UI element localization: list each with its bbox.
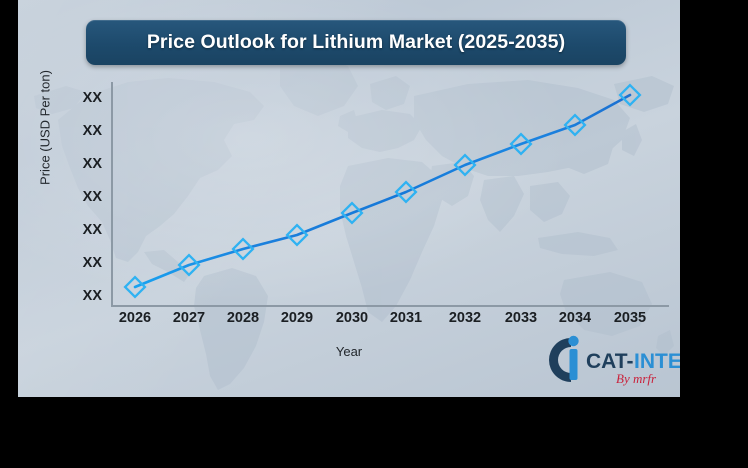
- logo-wordmark-intel: INTEL: [634, 350, 680, 373]
- chart-panel: Price Outlook for Lithium Market (2025-2…: [18, 0, 680, 397]
- logo-i-dot-icon: [568, 335, 579, 347]
- x-tick-label: 2030: [335, 310, 369, 326]
- y-tick-label: XX: [82, 189, 102, 205]
- x-tick-label: 2032: [448, 310, 482, 326]
- x-tick-label: 2028: [226, 310, 260, 326]
- y-tick-label: XX: [82, 156, 102, 172]
- cat-intel-logo: CAT- INTEL By mrfr: [538, 332, 680, 388]
- x-tick-label: 2026: [118, 310, 152, 326]
- x-tick-label: 2027: [172, 310, 206, 326]
- x-tick-label: 2031: [389, 310, 423, 326]
- logo-i-stem-icon: [569, 349, 578, 380]
- y-tick-label: XX: [82, 255, 102, 271]
- x-tick-label: 2035: [613, 310, 647, 326]
- x-tick-label: 2033: [504, 310, 538, 326]
- page-title: Price Outlook for Lithium Market (2025-2…: [146, 31, 566, 53]
- x-axis-title: Year: [335, 344, 363, 359]
- logo-wordmark-cat: CAT-: [586, 350, 633, 373]
- y-axis-line: [111, 82, 113, 306]
- chart-title-bar: Price Outlook for Lithium Market (2025-2…: [86, 20, 626, 65]
- x-tick-label: 2034: [558, 310, 592, 326]
- y-tick-label: XX: [82, 222, 102, 238]
- y-tick-label: XX: [82, 123, 102, 139]
- y-axis-ticks: XX XX XX XX XX XX XX: [48, 0, 102, 397]
- y-tick-label: XX: [82, 288, 102, 304]
- y-tick-label: XX: [82, 90, 102, 106]
- x-tick-label: 2029: [280, 310, 314, 326]
- x-axis-line: [111, 305, 669, 307]
- logo-c-icon: [549, 338, 571, 382]
- logo-tagline: By mrfr: [616, 371, 657, 386]
